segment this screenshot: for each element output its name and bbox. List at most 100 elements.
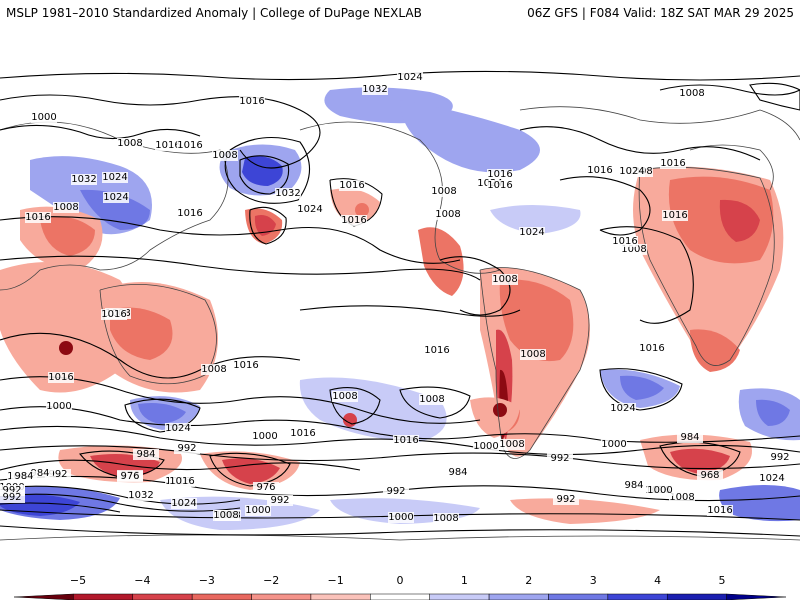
isobar-label: 1008 (621, 244, 646, 255)
isobar-label-bg (677, 432, 703, 443)
isobar-label: 1008 (499, 439, 524, 450)
anomaly-area (510, 498, 660, 524)
isobar-label-bg (0, 492, 25, 503)
isobar-label-bg (473, 441, 499, 452)
isobar (0, 332, 301, 379)
isobar-label: 1000 (388, 512, 413, 523)
isobar-label-bg (393, 435, 419, 446)
anomaly-area (490, 205, 581, 234)
isobar-label-bg (339, 180, 365, 191)
model-valid-time: 06Z GFS | F084 Valid: 18Z SAT MAR 29 202… (527, 6, 794, 20)
colorbar-tick-label: −3 (199, 574, 215, 587)
isobar-label-bg (239, 96, 265, 107)
isobar-label-bg (647, 485, 673, 496)
isobar-label-bg (767, 452, 793, 463)
isobar-label-bg (519, 227, 545, 238)
isobar-label: 1000 (601, 439, 626, 450)
isobar (0, 255, 481, 281)
isobar-label: 1032 (362, 84, 387, 95)
isobar-label-bg (759, 473, 785, 484)
colorbar: −5 −4 −3 −2 −1 0 1 2 3 4 5 (13, 574, 787, 600)
isobar-label: 1008 (212, 150, 237, 161)
anomaly-core (257, 219, 271, 233)
isobar-label: 1016 (48, 372, 73, 383)
isobar-label-bg (53, 202, 79, 213)
colorbar-tick-label: 5 (719, 574, 726, 587)
isobar-label-bg (669, 492, 695, 503)
isobar (599, 226, 694, 324)
colorbar-swatch (310, 593, 371, 600)
anomaly-core (355, 203, 369, 217)
isobar-label-bg (212, 150, 238, 161)
isobar-label-bg (587, 165, 613, 176)
coastline (299, 121, 501, 274)
colorbar-swatch (548, 593, 609, 600)
isobar-label: 1016 (639, 343, 664, 354)
isobar-label: 1016 (341, 215, 366, 226)
isobar-label-bg (697, 470, 723, 481)
isobar-label-bg (71, 174, 97, 185)
isobar-label: 1008 (53, 202, 78, 213)
isobar-label-bg (383, 486, 409, 497)
isobar-label-bg (48, 372, 74, 383)
colorbar-swatch (251, 593, 312, 600)
isobar-label-bg (46, 401, 72, 412)
isobar (0, 376, 481, 424)
isobar-label-bg (275, 188, 301, 199)
isobar-label: 992 (270, 495, 289, 506)
isobar-label: 1016 (177, 208, 202, 219)
isobar (0, 445, 800, 470)
isobar-label: 976 (120, 471, 139, 482)
isobar (599, 368, 683, 411)
anomaly-core (493, 403, 507, 417)
isobar-label-bg (27, 468, 53, 479)
isobar-label-bg (419, 394, 445, 405)
isobar (0, 216, 461, 264)
colorbar-swatch (132, 593, 193, 600)
isobar-label-bg (499, 439, 525, 450)
isobar-label-bg (388, 512, 414, 523)
isobar-label: 992 (386, 486, 405, 497)
isobar-label-bg (177, 208, 203, 219)
isobar-label-bg (290, 428, 316, 439)
isobar-label: 1024 (103, 192, 128, 203)
isobar (0, 525, 800, 537)
isobar-label: 1032 (128, 490, 153, 501)
isobar-label: 1024 (297, 204, 322, 215)
isobar-label-bg (31, 112, 57, 123)
isobar-label-bg (660, 158, 686, 169)
isobar-label-bg (117, 471, 143, 482)
colorbar-tick-label: −1 (327, 574, 343, 587)
isobar-label: 1032 (71, 174, 96, 185)
isobar-label-bg (174, 443, 200, 454)
isobar-label: 1000 (46, 401, 71, 412)
isobar (439, 256, 511, 316)
isobar-label: 1016 (487, 180, 512, 191)
isobar-label: 1008 (117, 138, 142, 149)
isobar (749, 82, 800, 111)
map-title: MSLP 1981–2010 Standardized Anomaly | Co… (6, 6, 422, 20)
anomaly-area (620, 375, 664, 400)
anomaly-area (138, 403, 186, 424)
isobar-label-bg (297, 204, 323, 215)
colorbar-swatches (13, 593, 787, 600)
isobar (79, 450, 165, 479)
isobar-label-bg (267, 495, 293, 506)
isobar-label: 1016 (155, 140, 180, 151)
colorbar-ticks: −5 −4 −3 −2 −1 0 1 2 3 4 5 (70, 574, 726, 587)
isobar (0, 485, 241, 505)
isobar-label: 1016 (169, 476, 194, 487)
colorbar-swatch (191, 593, 252, 600)
isobar-label: 992 (550, 453, 569, 464)
isobar-label: 1024 (610, 403, 635, 414)
isobar-label: 1008 (332, 391, 357, 402)
isobar-label-bg (612, 236, 638, 247)
isobar-label-bg (101, 309, 127, 320)
isobar-label-bg (233, 360, 259, 371)
isobar-label: 984 (14, 471, 33, 482)
isobar (659, 84, 800, 96)
colorbar-tick-label: 1 (461, 574, 468, 587)
isobar-label: 1016 (612, 236, 637, 247)
colorbar-tick-label: 2 (525, 574, 532, 587)
